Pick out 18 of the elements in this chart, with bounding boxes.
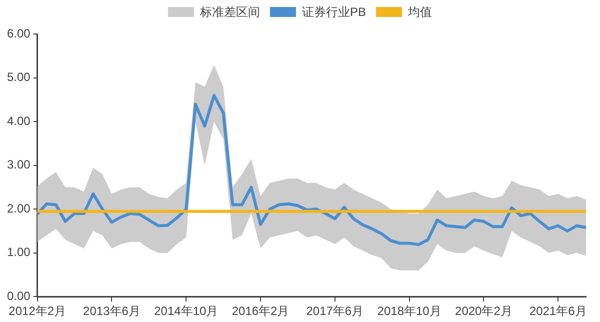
x-tick-label: 2018年10月	[377, 304, 442, 318]
y-tick-label: 4.00	[6, 114, 31, 128]
legend-label: 均值	[408, 4, 432, 20]
x-tick-label: 2016年2月	[232, 304, 290, 318]
y-tick-label: 2.00	[6, 201, 31, 216]
y-tick-label: 5.00	[6, 70, 31, 84]
x-tick-label: 2021年6月	[529, 304, 587, 318]
y-tick-label: 3.00	[6, 158, 31, 172]
x-tick-label: 2013年6月	[83, 304, 140, 318]
x-tick-label: 2017年6月	[306, 304, 364, 318]
text: 标准差区间	[200, 4, 260, 20]
x-tick-label: 2012年2月	[8, 304, 66, 318]
y-tick-label: 6.00	[6, 26, 31, 41]
y-tick-label: 1.00	[6, 245, 31, 260]
x-tick-label: 2014年10月	[154, 304, 218, 318]
y-tick-label: 0.00	[6, 288, 31, 303]
x-tick-label: 2020年2月	[455, 304, 512, 318]
legend-label: 证券行业PB	[302, 4, 366, 20]
